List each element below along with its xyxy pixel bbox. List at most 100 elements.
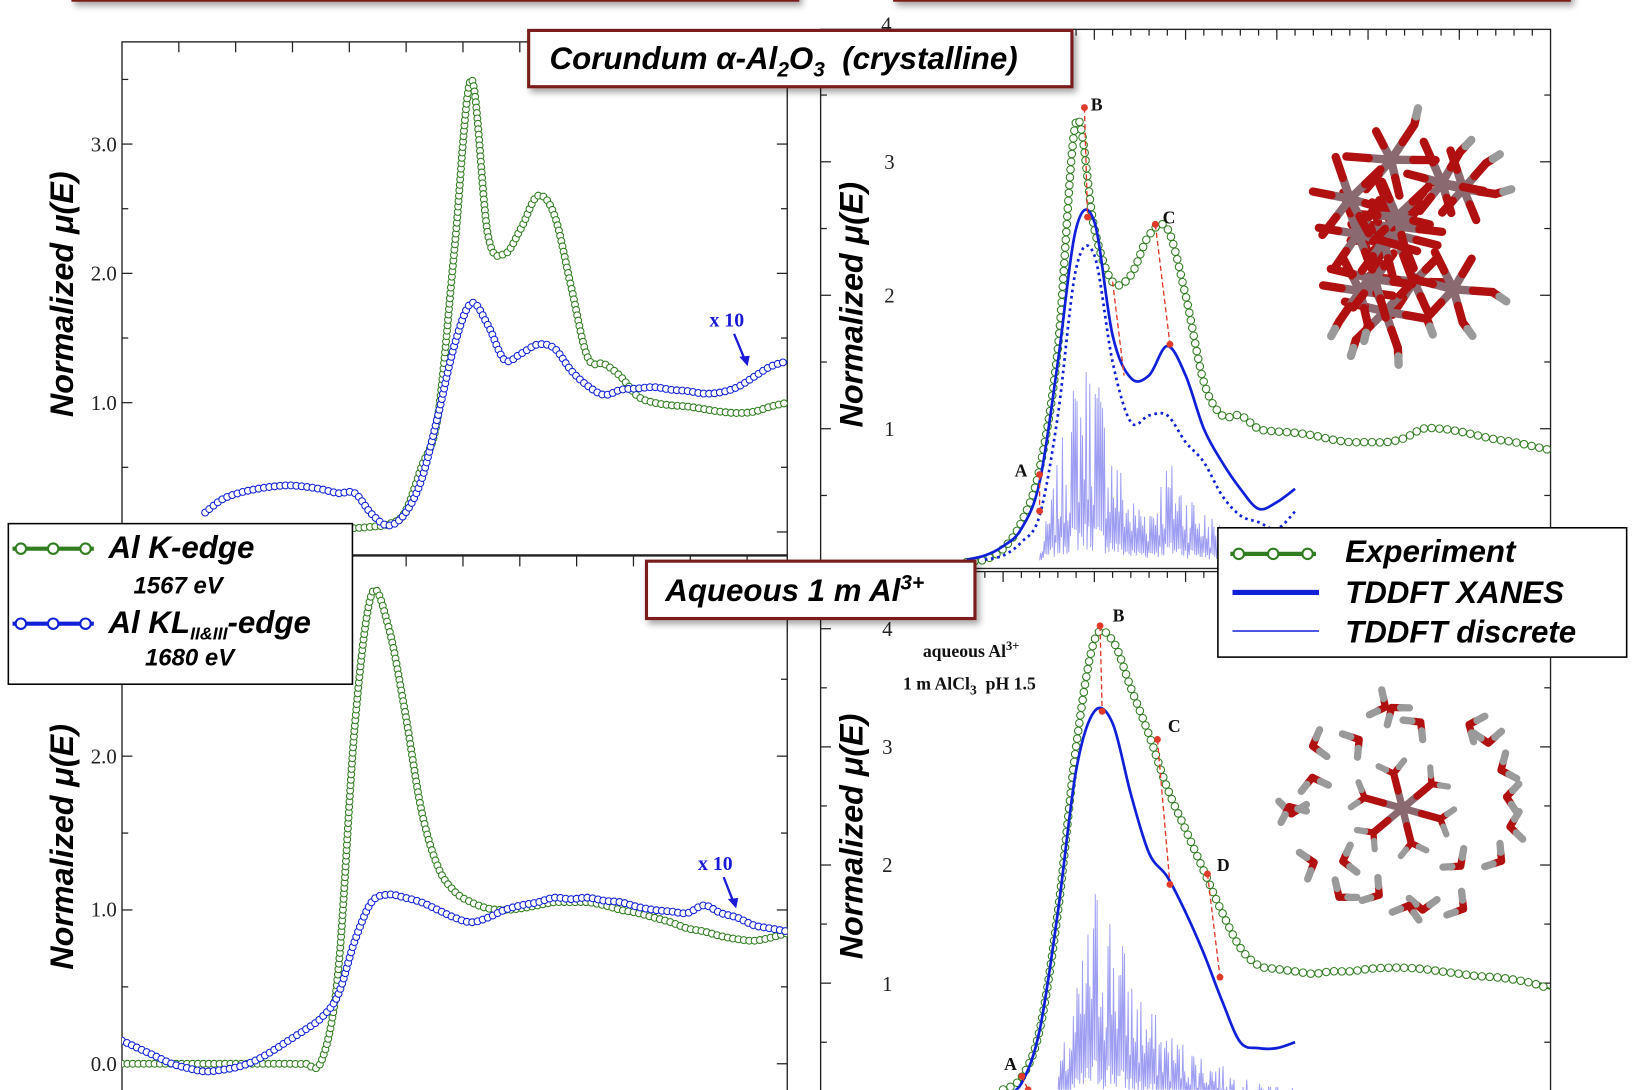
peak-connector xyxy=(1206,873,1221,978)
bond xyxy=(1417,809,1444,823)
bond xyxy=(1463,324,1477,340)
bond xyxy=(1424,298,1446,320)
series-experiment-point xyxy=(1305,430,1315,440)
tick-label: 2 xyxy=(882,853,892,877)
legend-item-tddft-discrete: TDDFT discrete xyxy=(1232,614,1576,649)
series-experiment-point xyxy=(1172,255,1182,264)
series-al-klii-iii-edge-line xyxy=(204,301,788,527)
series-experiment-point xyxy=(1267,964,1277,973)
series-experiment-point xyxy=(1075,718,1084,728)
series-experiment-point xyxy=(1082,672,1091,682)
bond xyxy=(1338,730,1355,741)
series-experiment-point xyxy=(1079,140,1088,150)
tick-label: 1 xyxy=(884,417,894,441)
series-experiment-point xyxy=(1199,377,1208,386)
series-experiment-point xyxy=(1321,967,1331,977)
series-experiment-point xyxy=(1149,743,1158,752)
note-line-2: 1 m AlCl3 pH 1.5 xyxy=(903,673,1036,697)
bond xyxy=(1399,251,1416,281)
series-experiment-point xyxy=(1383,437,1392,447)
series-experiment-point xyxy=(1079,687,1089,697)
series-experiment-point xyxy=(1141,721,1150,730)
series-experiment-point xyxy=(1473,431,1483,440)
series-experiment-point xyxy=(1135,706,1145,716)
series-experiment-point xyxy=(1337,967,1347,976)
corundum-title: Corundum α-Al2O3 (crystalline) xyxy=(550,41,1018,81)
series-experiment-point xyxy=(1060,258,1069,268)
arrow-icon xyxy=(733,333,746,360)
series-experiment-point xyxy=(1061,235,1071,245)
legend-label: TDDFT discrete xyxy=(1345,614,1576,649)
series-tddft-xanes-line xyxy=(1013,706,1296,1090)
bond xyxy=(1491,727,1506,741)
series-experiment-point xyxy=(1427,423,1436,433)
series-experiment-point xyxy=(1080,148,1089,157)
swatch-marker xyxy=(1266,547,1280,561)
legend-item-tddft-xanes: TDDFT XANES xyxy=(1232,575,1564,610)
swatch-marker xyxy=(14,542,28,555)
peak-label-a: A xyxy=(1015,461,1028,481)
peak-marker xyxy=(1204,870,1211,878)
series-experiment-point xyxy=(1116,655,1126,664)
series-experiment-point xyxy=(1438,967,1448,976)
panel-bottom-left-plot xyxy=(121,586,788,1076)
series-experiment-point xyxy=(1405,431,1415,440)
series-tddft-xanes-line xyxy=(966,208,1296,561)
peak-connector xyxy=(1099,625,1103,712)
bond xyxy=(1413,780,1436,800)
corundum-molecule-image xyxy=(1308,104,1516,369)
swatch-marker xyxy=(14,617,28,630)
series-experiment-point xyxy=(1205,880,1215,890)
aqueous-sample-note: aqueous Al3+ 1 m AlCl3 pH 1.5 xyxy=(903,639,1036,698)
series-experiment-point xyxy=(1228,930,1238,939)
series-experiment-point xyxy=(1266,426,1276,436)
peak-marker xyxy=(1096,622,1104,630)
series-experiment-point xyxy=(1129,691,1139,701)
series-experiment-point xyxy=(1189,331,1199,340)
series-experiment-point xyxy=(1442,425,1452,434)
bond xyxy=(1444,806,1458,818)
series-experiment-point xyxy=(1352,438,1361,447)
bond xyxy=(1374,873,1383,890)
bond xyxy=(1353,744,1362,761)
series-experiment-point xyxy=(1061,227,1071,237)
series-experiment-point xyxy=(1106,634,1116,643)
bond xyxy=(1496,839,1505,856)
series-experiment-point xyxy=(1539,982,1548,991)
legend-swatch-open-circle-line xyxy=(12,617,94,630)
bond xyxy=(1308,187,1336,200)
tick-label: 3.0 xyxy=(91,132,117,156)
legend-energy: 1680 eV xyxy=(145,644,236,671)
legend-left: Al K-edge 1567 eV Al KLII&III-edge 1680 … xyxy=(7,522,354,685)
bond xyxy=(1443,908,1459,919)
series-experiment-point xyxy=(1534,443,1544,452)
tick-label: 4 xyxy=(882,617,893,641)
series-experiment-point xyxy=(1064,196,1073,205)
series-experiment-point xyxy=(1159,772,1168,782)
series-experiment-point xyxy=(1399,963,1409,973)
tick-label: 3 xyxy=(882,735,892,759)
legend-item-al-kl-edge: Al KLII&III-edge 1680 eV xyxy=(12,605,311,671)
bond xyxy=(1369,816,1392,837)
panel-top-right-plot xyxy=(962,104,1551,567)
bond xyxy=(1371,127,1388,150)
series-experiment-point xyxy=(1063,212,1072,221)
series-experiment-point xyxy=(1488,434,1498,444)
bond xyxy=(1365,707,1382,719)
series-experiment-point xyxy=(1435,424,1444,433)
bond xyxy=(1499,749,1510,766)
bond xyxy=(1430,247,1449,275)
bond xyxy=(1277,810,1289,827)
bond xyxy=(1415,224,1447,237)
bond xyxy=(1376,294,1390,322)
aqueous-molecule-image xyxy=(1275,686,1527,924)
series-experiment-point xyxy=(1542,445,1551,454)
series-experiment-point xyxy=(1076,711,1085,720)
series-experiment-point xyxy=(1477,972,1487,981)
series-experiment-point xyxy=(1110,640,1120,650)
bond xyxy=(1383,712,1394,729)
series-experiment-point xyxy=(1415,964,1425,973)
panel-top-left-plot xyxy=(201,76,788,534)
series-experiment-point xyxy=(1190,339,1200,348)
series-experiment-point xyxy=(1232,937,1241,946)
